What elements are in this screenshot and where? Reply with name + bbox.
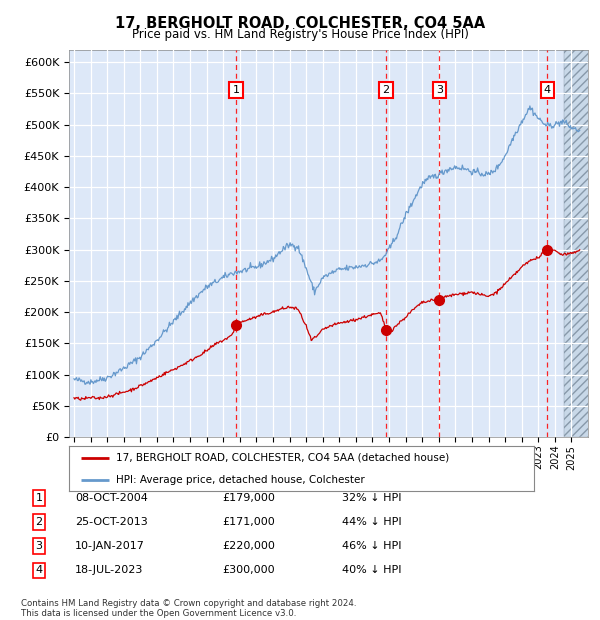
Text: 40% ↓ HPI: 40% ↓ HPI bbox=[342, 565, 401, 575]
Text: 17, BERGHOLT ROAD, COLCHESTER, CO4 5AA: 17, BERGHOLT ROAD, COLCHESTER, CO4 5AA bbox=[115, 16, 485, 30]
Text: 3: 3 bbox=[436, 86, 443, 95]
Text: £300,000: £300,000 bbox=[222, 565, 275, 575]
Bar bbox=[564, 50, 596, 437]
Text: £171,000: £171,000 bbox=[222, 517, 275, 527]
Text: 32% ↓ HPI: 32% ↓ HPI bbox=[342, 493, 401, 503]
Text: 1: 1 bbox=[232, 86, 239, 95]
Bar bbox=[564, 50, 596, 437]
Text: HPI: Average price, detached house, Colchester: HPI: Average price, detached house, Colc… bbox=[115, 475, 364, 485]
Text: 4: 4 bbox=[544, 86, 551, 95]
Text: 18-JUL-2023: 18-JUL-2023 bbox=[75, 565, 143, 575]
Text: 3: 3 bbox=[35, 541, 43, 551]
Text: 44% ↓ HPI: 44% ↓ HPI bbox=[342, 517, 401, 527]
Text: Contains HM Land Registry data © Crown copyright and database right 2024.
This d: Contains HM Land Registry data © Crown c… bbox=[21, 599, 356, 618]
Text: 1: 1 bbox=[35, 493, 43, 503]
Text: 4: 4 bbox=[35, 565, 43, 575]
Text: Price paid vs. HM Land Registry's House Price Index (HPI): Price paid vs. HM Land Registry's House … bbox=[131, 28, 469, 41]
Text: 46% ↓ HPI: 46% ↓ HPI bbox=[342, 541, 401, 551]
Text: 2: 2 bbox=[35, 517, 43, 527]
Text: 25-OCT-2013: 25-OCT-2013 bbox=[75, 517, 148, 527]
Text: 08-OCT-2004: 08-OCT-2004 bbox=[75, 493, 148, 503]
Text: £179,000: £179,000 bbox=[222, 493, 275, 503]
Text: 17, BERGHOLT ROAD, COLCHESTER, CO4 5AA (detached house): 17, BERGHOLT ROAD, COLCHESTER, CO4 5AA (… bbox=[115, 453, 449, 463]
Text: £220,000: £220,000 bbox=[222, 541, 275, 551]
Text: 2: 2 bbox=[382, 86, 389, 95]
Text: 10-JAN-2017: 10-JAN-2017 bbox=[75, 541, 145, 551]
